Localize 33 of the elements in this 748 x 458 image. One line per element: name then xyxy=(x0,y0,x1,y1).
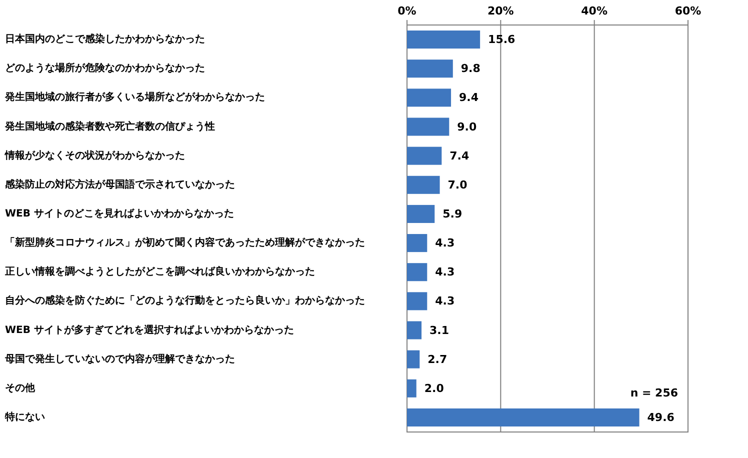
category-label: 情報が少なくその状況がわからなかった xyxy=(5,150,185,162)
category-label: 正しい情報を調べようとしたがどこを調べれば良いかわからなかった xyxy=(5,266,315,278)
x-tick-label: 0% xyxy=(398,4,416,18)
data-label: 9.8 xyxy=(460,62,480,76)
data-label: 3.1 xyxy=(430,324,450,337)
data-label: 4.3 xyxy=(435,236,455,250)
category-label: 感染防止の対応方法が母国語で示されていなかった xyxy=(5,179,235,190)
data-label: 15.6 xyxy=(488,33,516,46)
category-label: WEB サイトが多すぎてどれを選択すればよいかわからなかった xyxy=(5,324,294,336)
data-label: 5.9 xyxy=(442,207,462,220)
data-label: 9.0 xyxy=(457,120,477,134)
data-label: 49.6 xyxy=(647,410,674,424)
data-label: 7.0 xyxy=(448,178,468,192)
data-label: 4.3 xyxy=(435,266,455,279)
data-label: 4.3 xyxy=(435,294,455,308)
x-tick-label: 20% xyxy=(488,4,514,18)
category-label: その他 xyxy=(5,382,35,394)
data-label: 2.7 xyxy=(428,352,448,366)
category-label: どのような場所が危険なのかわからなかった xyxy=(5,63,205,74)
data-label: 7.4 xyxy=(450,149,470,162)
category-label: 「新型肺炎コロナウィルス」が初めて聞く内容であったため理解ができなかった xyxy=(5,238,365,249)
category-label: 発生国地域の感染者数や死亡者数の信ぴょう性 xyxy=(5,121,215,132)
annotation: n = 256 xyxy=(630,386,678,400)
category-label: 自分への感染を防ぐために「どのような行動をとったら良いか」わからなかった xyxy=(5,296,365,307)
category-label: 特にない xyxy=(5,412,45,423)
data-label: 9.4 xyxy=(459,91,479,104)
x-tick-label: 40% xyxy=(581,4,608,18)
category-label: 日本国内のどこで感染したかわからなかった xyxy=(5,34,205,46)
category-label: 母国で発生していないので内容が理解できなかった xyxy=(5,354,235,365)
category-label: 発生国地域の旅行者が多くいる場所などがわからなかった xyxy=(5,92,265,104)
x-tick-label: 60% xyxy=(674,4,702,18)
data-label: 2.0 xyxy=(424,382,444,395)
category-label: WEB サイトのどこを見ればよいかわからなかった xyxy=(5,208,234,220)
